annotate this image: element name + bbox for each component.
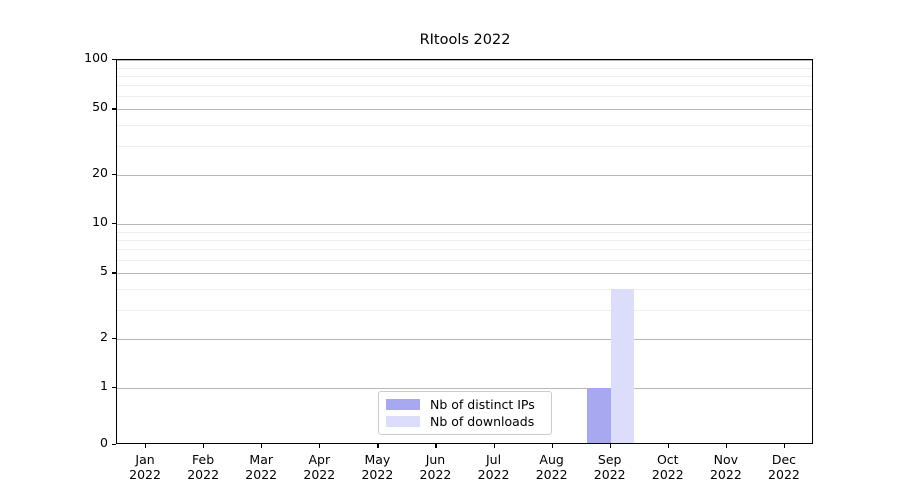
x-axis-tick-label: Mar 2022 [226,452,296,482]
x-axis-tick-mark [667,444,669,448]
x-axis-tick-label: Apr 2022 [284,452,354,482]
x-axis-tick-year: 2022 [535,467,568,482]
gridline-major [117,60,812,61]
gridline-minor [117,125,812,127]
x-axis-tick-month: Apr [308,452,331,467]
x-axis-tick-label: Nov 2022 [691,452,761,482]
x-axis-tick-month: Nov [713,452,739,467]
x-axis-tick-label: Jun 2022 [400,452,470,482]
y-axis-tick-label: 50 [92,99,108,115]
x-axis-tick-year: 2022 [419,467,452,482]
legend-item[interactable]: Nb of downloads [386,413,544,430]
y-axis-tick-mark [112,337,116,339]
gridline-minor [117,75,812,77]
bar [587,388,611,443]
x-axis-tick-label: Dec 2022 [749,452,819,482]
x-axis-tick-month: Jan [135,452,155,467]
x-axis-tick-label: Aug 2022 [517,452,587,482]
x-axis-tick-label: May 2022 [342,452,412,482]
gridline-minor [117,309,812,311]
gridline-major [117,109,812,111]
y-axis-tick-label: 10 [92,214,108,229]
x-axis-tick-mark [783,444,786,448]
gridline-major [117,174,812,176]
x-axis-tick-month: Sep [597,452,622,467]
gridline-minor [117,85,812,87]
y-axis-tick-mark [112,272,116,274]
x-axis-tick-year: 2022 [593,467,626,482]
x-axis-tick-mark [435,444,437,448]
y-axis-tick-label: 20 [92,164,108,180]
y-axis-tick-label: 0 [100,435,108,450]
y-axis-tick-label: 2 [100,328,108,344]
x-axis-tick-year: 2022 [129,467,161,482]
x-axis-tick-mark [319,444,321,448]
legend-label-downloads: Nb of downloads [430,414,535,429]
y-axis-tick-mark [112,223,116,225]
x-axis-tick-label: Jul 2022 [459,452,529,482]
x-axis-tick-year: 2022 [245,467,278,482]
x-axis-tick-month: Dec [771,452,797,467]
x-axis-tick-month: Oct [656,452,679,467]
gridline-major [117,338,812,340]
chart-title: RItools 2022 [419,32,511,48]
y-axis-tick-label: 100 [84,50,108,65]
x-axis-tick-label: Oct 2022 [633,452,703,482]
x-axis-tick-mark [145,444,147,448]
gridline-minor [117,67,812,69]
y-axis-tick-mark [112,387,116,389]
x-axis-tick-year: 2022 [768,467,800,482]
x-axis-tick-mark [377,444,379,448]
x-axis-tick-month: Jun [425,452,446,467]
chart-legend: Nb of distinct IPs Nb of downloads [378,391,552,435]
y-axis: 0 1 2 5 10 20 50 100 [44,0,108,500]
y-axis-tick-mark [112,108,116,110]
legend-item[interactable]: Nb of distinct IPs [386,396,544,413]
gridline-minor [117,289,812,291]
x-axis-tick-mark [725,444,728,448]
x-axis-tick-year: 2022 [477,467,510,482]
x-axis-tick-year: 2022 [303,467,336,482]
y-axis-tick-label: 5 [100,263,108,279]
x-axis-tick-label: Sep 2022 [575,452,645,482]
legend-swatch-distinct-ips [386,399,420,410]
gridline-major [117,388,812,389]
x-axis-tick-mark [493,444,495,448]
y-axis-tick-mark [112,173,116,175]
x-axis-tick-label: Jan 2022 [110,452,180,482]
x-axis-tick-year: 2022 [187,467,220,482]
x-axis-tick-month: Mar [249,452,273,467]
gridline-major [117,224,812,225]
x-axis-tick-mark [609,444,611,448]
x-axis-tick-year: 2022 [709,467,742,482]
gridline-major [117,273,812,275]
legend-label-distinct-ips: Nb of distinct IPs [430,397,535,412]
x-axis-tick-year: 2022 [361,467,394,482]
gridline-minor [117,249,812,251]
y-axis-tick-label: 1 [100,378,108,393]
y-axis-tick-mark [112,59,116,61]
bar [610,289,634,443]
x-axis-tick-month: May [364,452,391,467]
x-axis-tick-label: Feb 2022 [168,452,238,482]
y-axis-tick-mark [112,444,116,446]
x-axis-tick-mark [551,444,553,448]
x-axis-tick-month: Jul [485,452,502,467]
x-axis-tick-mark [203,444,205,448]
plot-area [116,59,813,444]
gridline-minor [117,239,812,241]
gridline-minor [117,145,812,147]
gridline-minor [117,260,812,262]
x-axis-tick-mark [261,444,263,448]
x-axis-tick-year: 2022 [651,467,684,482]
gridline-minor [117,231,812,233]
gridline-minor [117,96,812,98]
legend-swatch-downloads [386,416,420,427]
x-axis-tick-month: Aug [539,452,564,467]
x-axis-tick-month: Feb [192,452,215,467]
